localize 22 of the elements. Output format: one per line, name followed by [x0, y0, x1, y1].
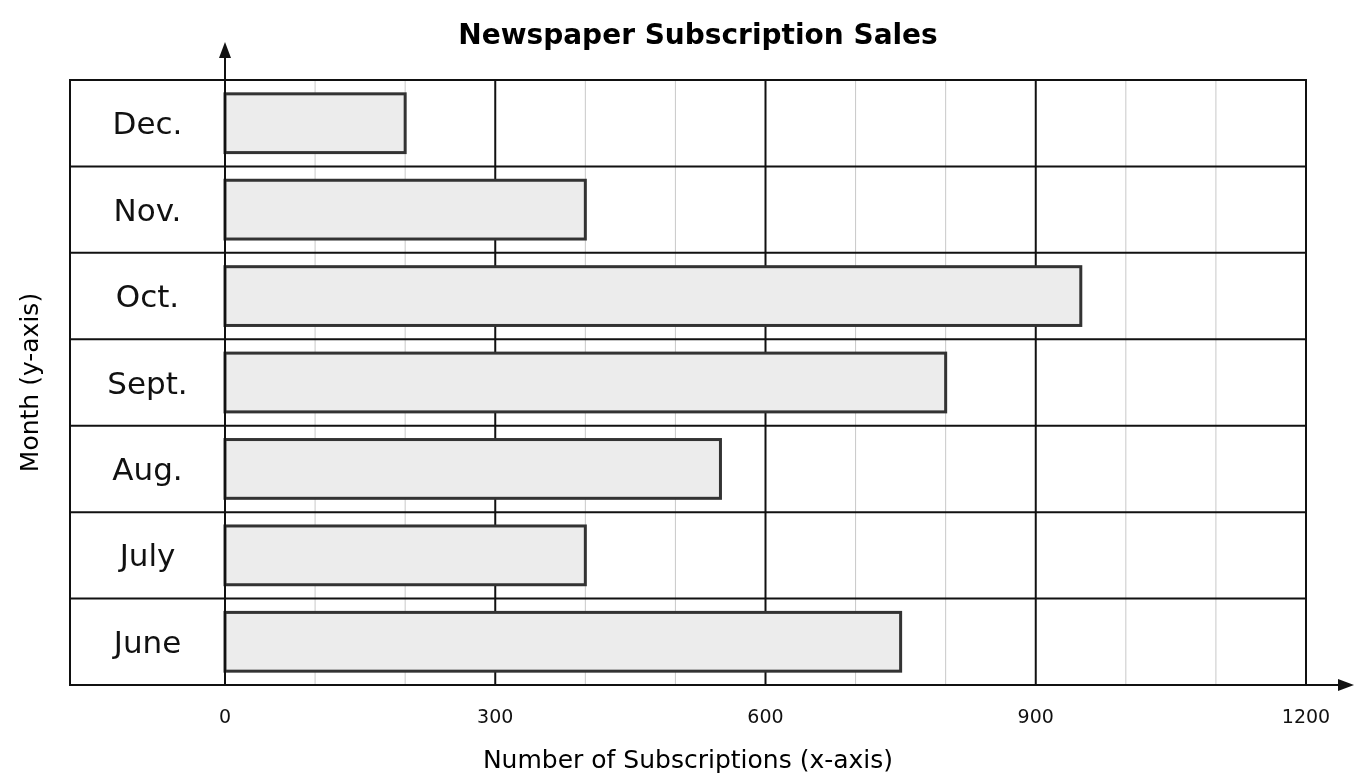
x-tick-label: 600 — [747, 705, 784, 727]
bar — [223, 524, 587, 587]
bar — [223, 438, 722, 500]
bar — [223, 610, 903, 673]
x-tick-label: 0 — [218, 705, 232, 727]
bar — [223, 265, 1083, 327]
chart-title: Newspaper Subscription Sales — [458, 18, 938, 51]
y-tick-label: Dec. — [112, 105, 183, 142]
bar — [223, 351, 948, 414]
x-tick-label: 1200 — [1281, 705, 1331, 727]
y-tick-label: Sept. — [107, 364, 188, 401]
y-tick-label: Nov. — [113, 191, 182, 228]
x-axis-title: Number of Subscriptions (x-axis) — [482, 745, 894, 774]
y-tick-label: Aug. — [112, 450, 183, 487]
y-tick-label: July — [117, 537, 176, 574]
x-tick-label: 900 — [1017, 705, 1054, 727]
bar — [223, 92, 407, 155]
y-axis-title: Month (y-axis) — [15, 292, 44, 473]
bar — [223, 178, 587, 241]
y-tick-label: June — [111, 623, 182, 660]
x-tick-label: 300 — [477, 705, 514, 727]
y-tick-label: Oct. — [115, 278, 180, 315]
